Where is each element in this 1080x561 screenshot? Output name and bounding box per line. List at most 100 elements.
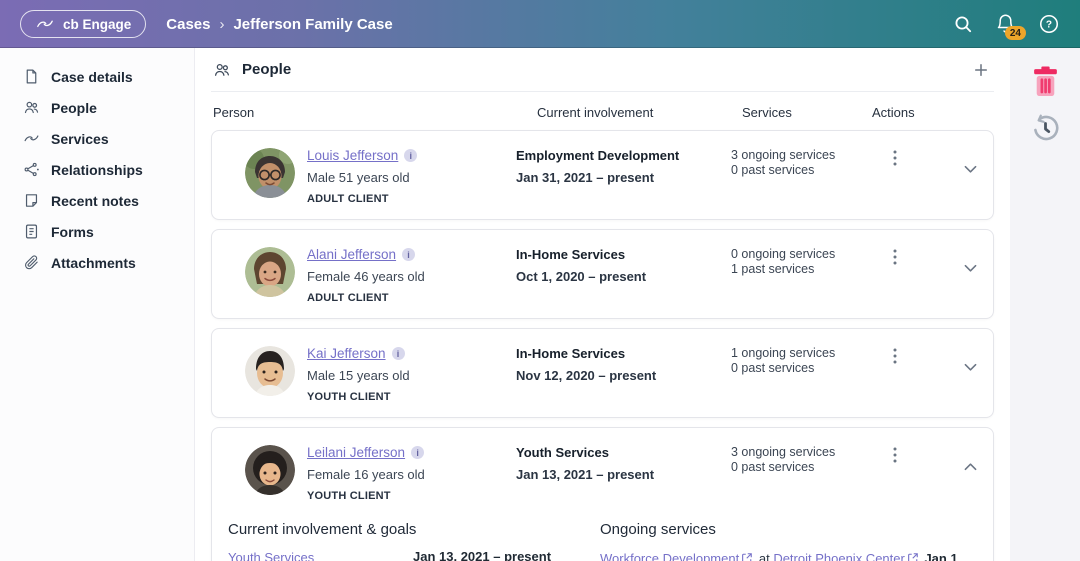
ongoing-service-link[interactable]: Workforce Development xyxy=(600,551,740,561)
past-services-count: 0 past services xyxy=(731,163,815,177)
delete-case-button[interactable] xyxy=(1032,66,1059,97)
plus-icon xyxy=(972,61,990,79)
notifications-button[interactable]: 24 xyxy=(995,13,1026,40)
column-person: Person xyxy=(213,105,255,120)
involvement-dates: Jan 31, 2021 – present xyxy=(516,170,655,185)
sidebar-item-services[interactable]: Services xyxy=(0,123,194,154)
expanded-person-detail: Current involvement & goals Youth Servic… xyxy=(212,516,993,561)
service-location-link[interactable]: Detroit Phoenix Center xyxy=(773,551,905,561)
sidebar-label: People xyxy=(51,99,97,116)
people-section-header: People xyxy=(211,48,994,92)
breadcrumb-separator: › xyxy=(219,15,225,33)
breadcrumb-current: Jefferson Family Case xyxy=(233,15,393,33)
sidebar-item-relationships[interactable]: Relationships xyxy=(0,154,194,185)
past-services-count: 0 past services xyxy=(731,361,815,375)
person-demographics: Male 51 years old xyxy=(307,170,410,185)
ongoing-service-dates: Jan 1, 2021 – Feb 28, 2021 xyxy=(924,551,962,561)
person-row-louis: Louis Jefferson i Male 51 years old ADUL… xyxy=(211,130,994,220)
external-link-icon xyxy=(907,550,919,561)
person-row-leilani: Leilani Jefferson i Female 16 years old … xyxy=(211,427,994,561)
column-services: Services xyxy=(742,105,792,120)
search-button[interactable] xyxy=(953,14,973,34)
help-button[interactable]: ? xyxy=(1038,13,1060,35)
person-row-kai: Kai Jefferson i Male 15 years old YOUTH … xyxy=(211,328,994,418)
person-name-link[interactable]: Leilani Jefferson xyxy=(307,445,406,460)
person-demographics: Male 15 years old xyxy=(307,368,410,383)
add-person-button[interactable] xyxy=(970,59,992,81)
search-icon xyxy=(953,14,973,34)
client-type-label: ADULT CLIENT xyxy=(307,292,389,304)
case-sidebar: Case details People Services Relationshi… xyxy=(0,48,195,561)
section-title: People xyxy=(242,61,292,78)
services-swirl-icon xyxy=(23,130,40,147)
sidebar-item-recent-notes[interactable]: Recent notes xyxy=(0,185,194,216)
note-icon xyxy=(23,192,40,209)
involvement-dates: Oct 1, 2020 – present xyxy=(516,269,647,284)
expand-row-button[interactable] xyxy=(964,363,977,372)
ongoing-services-count: 0 ongoing services xyxy=(731,247,836,261)
row-actions-menu-button[interactable] xyxy=(887,346,903,366)
avatar-photo xyxy=(245,247,295,297)
person-demographics: Female 46 years old xyxy=(307,269,425,284)
involvement-title: In-Home Services xyxy=(516,247,626,262)
paperclip-icon xyxy=(23,254,40,271)
info-icon[interactable]: i xyxy=(391,347,405,360)
sidebar-label: Recent notes xyxy=(51,192,139,209)
involvement-dates: Nov 12, 2020 – present xyxy=(516,368,657,383)
kebab-icon xyxy=(893,150,897,166)
row-actions-menu-button[interactable] xyxy=(887,247,903,267)
past-services-count: 0 past services xyxy=(731,460,815,474)
past-services-count: 1 past services xyxy=(731,262,815,276)
header-actions: 24 ? xyxy=(953,13,1060,40)
at-label: at xyxy=(758,551,770,561)
sidebar-item-case-details[interactable]: Case details xyxy=(0,61,194,92)
column-involvement: Current involvement xyxy=(537,105,654,120)
breadcrumb: Cases › Jefferson Family Case xyxy=(166,16,392,33)
expand-row-button[interactable] xyxy=(964,264,977,273)
history-button[interactable] xyxy=(1031,114,1059,142)
relationships-network-icon xyxy=(23,161,40,178)
person-name-link[interactable]: Kai Jefferson xyxy=(307,346,386,361)
people-icon xyxy=(213,61,231,79)
client-type-label: YOUTH CLIENT xyxy=(307,490,391,502)
sidebar-item-attachments[interactable]: Attachments xyxy=(0,247,194,278)
person-name-link[interactable]: Louis Jefferson xyxy=(307,148,399,163)
avatar-photo xyxy=(245,148,295,198)
breadcrumb-cases[interactable]: Cases xyxy=(166,15,211,33)
sidebar-item-people[interactable]: People xyxy=(0,92,194,123)
chevron-down-icon xyxy=(964,264,977,272)
people-panel: People Person Current involvement Servic… xyxy=(195,48,1010,561)
sidebar-label: Relationships xyxy=(51,161,143,178)
chevron-up-icon xyxy=(964,463,977,471)
info-icon[interactable]: i xyxy=(404,149,418,162)
expand-row-button[interactable] xyxy=(964,165,977,174)
row-actions-menu-button[interactable] xyxy=(887,148,903,168)
person-row-alani: Alani Jefferson i Female 46 years old AD… xyxy=(211,229,994,319)
involvement-title: Youth Services xyxy=(516,445,609,460)
ongoing-services-count: 1 ongoing services xyxy=(731,346,836,360)
right-action-rail xyxy=(1010,48,1080,561)
external-link-icon xyxy=(741,550,753,561)
history-clock-icon xyxy=(1034,114,1059,141)
logo-text: cb Engage xyxy=(63,16,132,32)
involvement-title: Employment Development xyxy=(516,148,680,163)
info-icon[interactable]: i xyxy=(411,446,425,459)
app-logo[interactable]: cb Engage xyxy=(20,10,147,38)
sidebar-label: Services xyxy=(51,130,109,147)
involvement-detail-dates: Jan 13, 2021 – present xyxy=(413,549,552,561)
sidebar-item-forms[interactable]: Forms xyxy=(0,216,194,247)
involvement-title: In-Home Services xyxy=(516,346,626,361)
kebab-icon xyxy=(893,447,897,463)
kebab-icon xyxy=(893,348,897,364)
involvement-dates: Jan 13, 2021 – present xyxy=(516,467,655,482)
ongoing-services-heading: Ongoing services xyxy=(600,521,716,538)
person-name-link[interactable]: Alani Jefferson xyxy=(307,247,397,262)
involvement-goals-heading: Current involvement & goals xyxy=(228,521,417,538)
involvement-service-link[interactable]: Youth Services xyxy=(228,550,315,561)
form-icon xyxy=(23,223,40,240)
row-actions-menu-button[interactable] xyxy=(887,445,903,465)
client-type-label: ADULT CLIENT xyxy=(307,193,389,205)
info-icon[interactable]: i xyxy=(402,248,416,261)
column-actions: Actions xyxy=(872,105,915,120)
collapse-row-button[interactable] xyxy=(964,462,977,471)
